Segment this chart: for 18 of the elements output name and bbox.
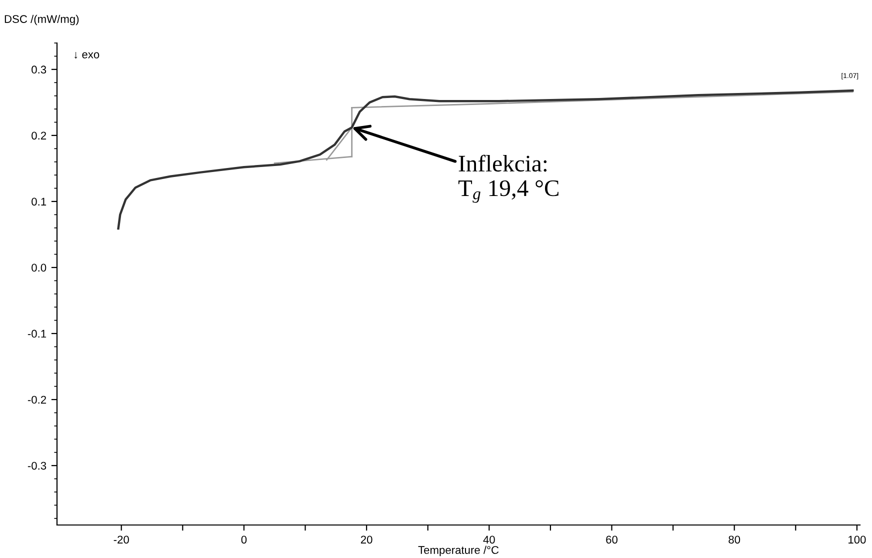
x-tick-label: 0: [241, 536, 247, 544]
x-tick-label: 100: [848, 536, 866, 544]
y-axis-title: DSC /(mW/mg): [4, 14, 79, 26]
y-tick-label: 0.3: [32, 66, 46, 74]
x-tick-label: 80: [728, 536, 740, 544]
x-tick-label: 60: [606, 536, 618, 544]
y-tick-label: -0.3: [28, 462, 46, 470]
x-axis-title: Temperature /°C: [418, 546, 499, 556]
annotation: ↓ exo: [74, 52, 100, 59]
y-tick-label: 0.1: [32, 198, 46, 206]
y-tick-label: 0.2: [32, 132, 46, 140]
y-tick-label: 0.0: [32, 264, 46, 272]
x-tick-label: 40: [483, 536, 495, 544]
y-tick-label: -0.2: [28, 396, 46, 404]
y-tick-label: -0.1: [28, 330, 46, 338]
x-tick-label: -20: [114, 536, 129, 544]
annotation: Inflekcia: T$_{g}$ 19,4 °C: [458, 154, 558, 203]
x-tick-label: 20: [360, 536, 372, 544]
